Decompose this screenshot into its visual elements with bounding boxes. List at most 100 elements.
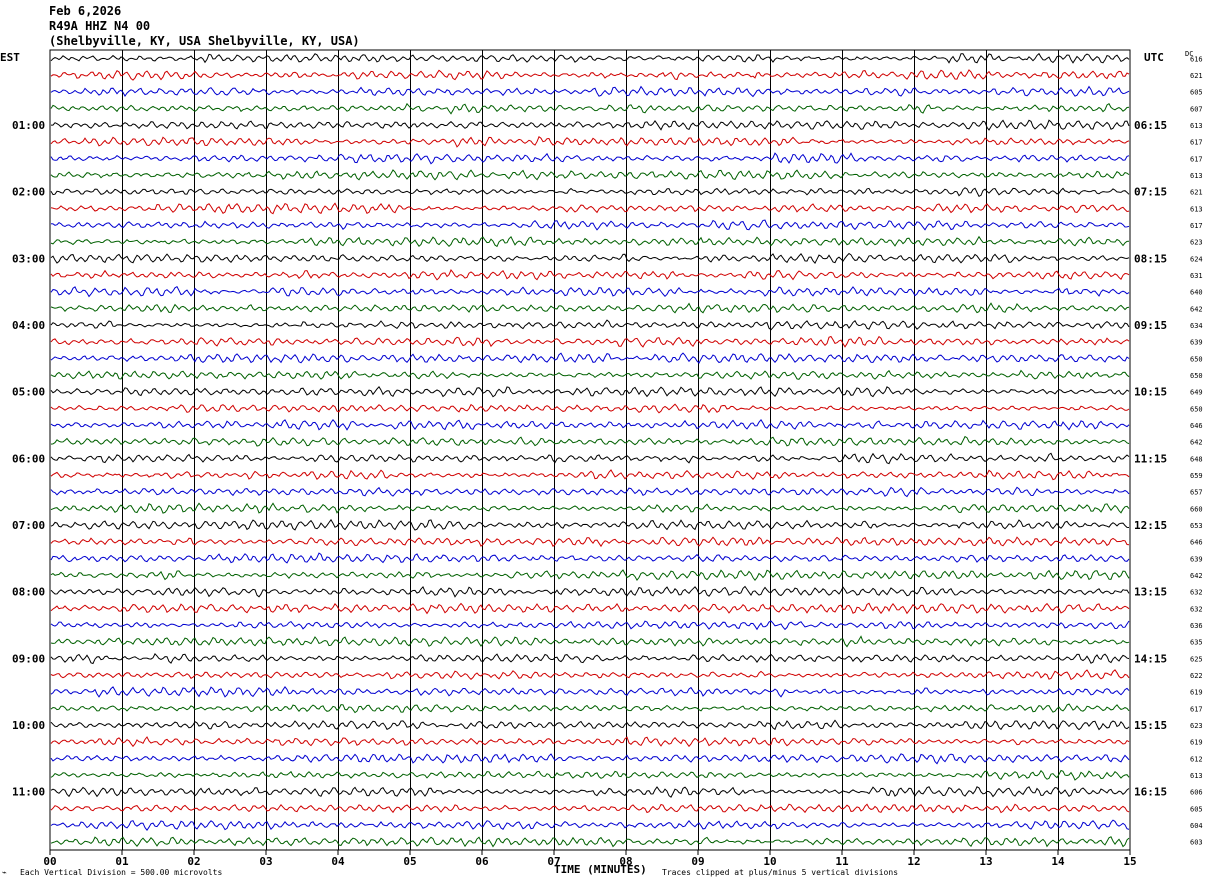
dc-offset-label: 622 <box>1190 672 1203 680</box>
dc-offset-label: 634 <box>1190 322 1203 330</box>
dc-offset-label: 657 <box>1190 489 1203 497</box>
x-tick-label: 06 <box>475 855 489 868</box>
trace-line <box>50 602 1130 615</box>
trace-line <box>50 187 1130 197</box>
dc-offset-label: 650 <box>1190 372 1203 380</box>
x-tick-label: 13 <box>979 855 992 868</box>
right-hour-label: 12:15 <box>1134 519 1167 532</box>
x-tick-label: 00 <box>43 855 56 868</box>
dc-offset-label: 660 <box>1190 505 1203 513</box>
dc-offset-label: 649 <box>1190 389 1203 397</box>
trace-line <box>50 369 1130 380</box>
scale-icon: ⌁ <box>2 868 7 877</box>
x-tick-label: 03 <box>259 855 272 868</box>
trace-line <box>50 252 1130 264</box>
clip-note: Traces clipped at plus/minus 5 vertical … <box>662 868 899 877</box>
station-location: (Shelbyville, KY, USA Shelbyville, KY, U… <box>49 34 360 48</box>
trace-line <box>50 335 1130 348</box>
dc-offset-label: 619 <box>1190 739 1203 747</box>
trace-line <box>50 85 1130 98</box>
plot-date: Feb 6,2026 <box>49 4 122 18</box>
dc-offset-label: 612 <box>1190 755 1203 763</box>
trace-line <box>50 169 1130 181</box>
left-hour-label: 01:00 <box>12 119 45 132</box>
right-hour-label: 16:15 <box>1134 786 1167 799</box>
right-hour-label: 11:15 <box>1134 452 1167 465</box>
right-hour-label: 13:15 <box>1134 586 1167 599</box>
dc-offset-label: 636 <box>1190 622 1203 630</box>
dc-offset-label: 617 <box>1190 222 1203 230</box>
trace-line <box>50 769 1130 781</box>
right-hour-label: 06:15 <box>1134 119 1167 132</box>
left-hour-label: 04:00 <box>12 319 45 332</box>
dc-offset-label: 631 <box>1190 272 1203 280</box>
trace-line <box>50 319 1130 331</box>
dc-offset-label: 635 <box>1190 639 1203 647</box>
x-tick-label: 07 <box>547 855 560 868</box>
trace-line <box>50 536 1130 548</box>
plot-frame <box>49 49 1131 851</box>
left-hour-label: 06:00 <box>12 452 45 465</box>
x-tick-label: 05 <box>403 855 416 868</box>
dc-offset-label: 605 <box>1190 89 1203 97</box>
trace-line <box>50 518 1130 531</box>
x-tick-label: 09 <box>691 855 704 868</box>
x-tick-label: 10 <box>763 855 776 868</box>
right-hour-label: 07:15 <box>1134 186 1167 199</box>
trace-line <box>51 119 1130 131</box>
dc-offset-label: 617 <box>1190 155 1203 163</box>
x-tick-label: 15 <box>1123 855 1136 868</box>
trace-line <box>50 69 1130 81</box>
dc-offset-label: 623 <box>1190 239 1203 247</box>
trace-line <box>50 502 1130 514</box>
dc-offset-label: 625 <box>1190 655 1203 663</box>
trace-line <box>50 152 1130 165</box>
right-hour-label: 14:15 <box>1134 652 1167 665</box>
trace-line <box>50 102 1130 115</box>
trace-line <box>50 202 1130 215</box>
dc-offset-label: 639 <box>1190 339 1203 347</box>
dc-offset-label: 606 <box>1190 789 1203 797</box>
dc-offset-label: 617 <box>1190 139 1203 147</box>
trace-line <box>50 669 1130 681</box>
trace-line <box>50 469 1130 481</box>
dc-offset-label: 650 <box>1190 355 1203 363</box>
x-axis-title: TIME (MINUTES) <box>554 863 647 876</box>
trace-line <box>50 352 1130 364</box>
left-hour-label: 09:00 <box>12 652 45 665</box>
dc-offset-label: 623 <box>1190 722 1203 730</box>
dc-offset-label: 653 <box>1190 522 1203 530</box>
dc-offset-label: 624 <box>1190 255 1203 263</box>
dc-offset-label: 616 <box>1190 55 1203 63</box>
trace-line <box>50 786 1130 798</box>
trace-line <box>50 286 1130 298</box>
left-timezone-label: EST <box>0 51 20 64</box>
dc-offset-label: 648 <box>1190 455 1203 463</box>
dc-offset-label: 613 <box>1190 772 1203 780</box>
dc-offset-label: 603 <box>1190 839 1203 847</box>
trace-line <box>50 753 1130 765</box>
dc-offset-label: 617 <box>1190 705 1203 713</box>
left-hour-label: 05:00 <box>12 386 45 399</box>
dc-offset-label: 642 <box>1190 439 1203 447</box>
dc-offset-label: 619 <box>1190 689 1203 697</box>
trace-line <box>50 385 1130 398</box>
trace-line <box>50 435 1130 447</box>
left-hour-label: 02:00 <box>12 186 45 199</box>
trace-line <box>50 569 1130 582</box>
dc-offset-label: 632 <box>1190 589 1203 597</box>
dc-offset-label: 613 <box>1190 205 1203 213</box>
trace-line <box>50 686 1130 698</box>
right-hour-label: 09:15 <box>1134 319 1167 332</box>
trace-line <box>50 703 1130 714</box>
dc-offset-label: 659 <box>1190 472 1203 480</box>
x-tick-label: 04 <box>331 855 345 868</box>
trace-line <box>50 836 1130 848</box>
dc-offset-label: 632 <box>1190 605 1203 613</box>
left-hour-label: 03:00 <box>12 252 45 265</box>
trace-line <box>50 302 1130 314</box>
trace-line <box>50 403 1130 414</box>
x-tick-label: 02 <box>187 855 200 868</box>
dc-offset-label: 605 <box>1190 805 1203 813</box>
